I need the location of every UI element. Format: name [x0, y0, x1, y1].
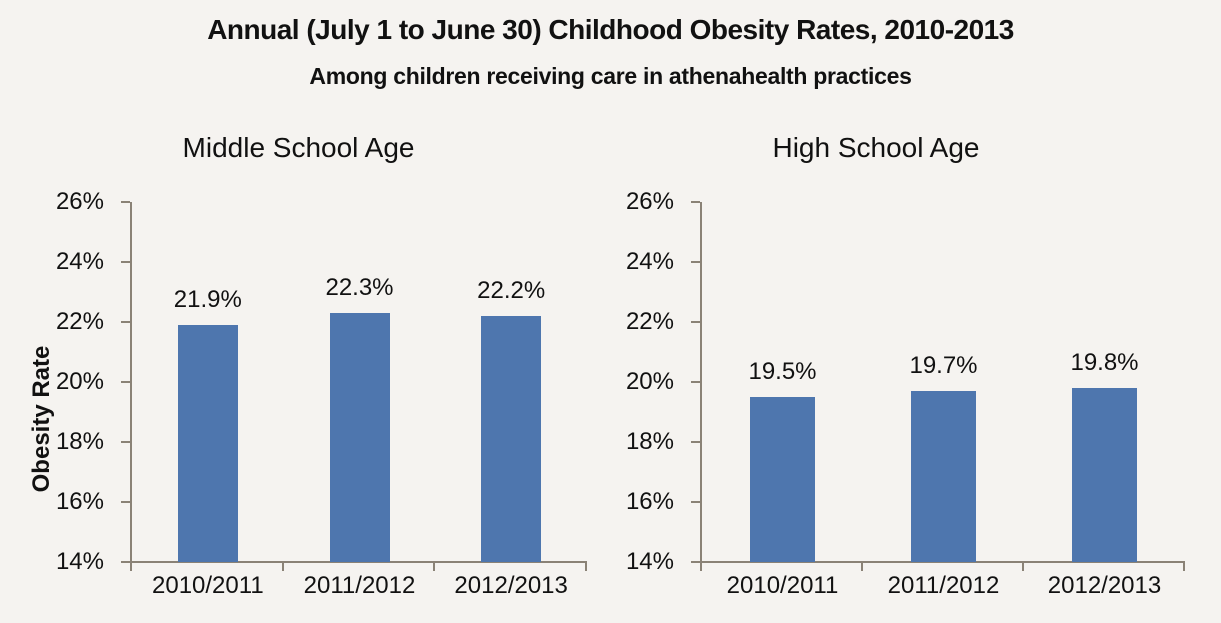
y-tick-label: 14% [55, 548, 104, 575]
y-tick-mark [121, 201, 130, 203]
middle-school-chart-title: Middle School Age [182, 132, 415, 163]
bar-value-label-2010-2011: 19.5% [748, 358, 817, 385]
y-tick-mark [121, 441, 130, 443]
y-axis-line [700, 202, 702, 562]
bar-2011-2012 [911, 391, 976, 562]
bar-value-label-2012-2013: 19.8% [1070, 349, 1139, 376]
y-tick-mark [691, 561, 700, 563]
x-category-label-2012-2013: 2012/2013 [1047, 572, 1162, 599]
y-tick-label: 14% [625, 548, 674, 575]
chart-subtitle: Among children receiving care in athenah… [309, 63, 912, 89]
y-tick-mark [691, 261, 700, 263]
y-tick-label: 20% [625, 368, 674, 395]
y-tick-label: 18% [625, 428, 674, 455]
y-tick-label: 22% [625, 308, 674, 335]
y-axis-line [130, 202, 132, 562]
y-tick-mark [121, 381, 130, 383]
bar-value-label-2010-2011: 21.9% [173, 286, 242, 313]
y-tick-label: 16% [55, 488, 104, 515]
y-tick-label: 22% [55, 308, 104, 335]
bar-value-label-2011-2012: 22.3% [325, 274, 394, 301]
y-tick-mark [691, 321, 700, 323]
chart-main-title: Annual (July 1 to June 30) Childhood Obe… [207, 14, 1014, 45]
bar-2010-2011 [750, 397, 815, 562]
bar-value-label-2011-2012: 19.7% [909, 352, 978, 379]
x-category-label-2011-2012: 2011/2012 [887, 572, 1000, 599]
x-tick-mark [585, 562, 587, 571]
x-axis-line [700, 561, 1185, 563]
y-tick-label: 24% [55, 248, 104, 275]
y-tick-label: 16% [625, 488, 674, 515]
x-axis-line [130, 561, 587, 563]
x-tick-mark [1183, 562, 1185, 571]
y-tick-mark [691, 441, 700, 443]
x-tick-mark [281, 562, 284, 571]
y-tick-mark [691, 501, 700, 503]
x-tick-mark [433, 562, 436, 571]
x-tick-mark [861, 562, 863, 571]
bar-2011-2012 [330, 313, 390, 562]
x-category-label-2010-2011: 2010/2011 [151, 572, 264, 599]
x-tick-mark [700, 562, 702, 571]
y-tick-label: 26% [625, 188, 674, 215]
bar-2012-2013 [1072, 388, 1137, 562]
bar-value-label-2012-2013: 22.2% [477, 277, 546, 304]
y-tick-label: 24% [625, 248, 674, 275]
bar-2012-2013 [481, 316, 541, 562]
y-tick-mark [691, 381, 700, 383]
y-tick-label: 20% [55, 368, 104, 395]
bar-2010-2011 [178, 325, 238, 562]
y-tick-mark [121, 561, 130, 563]
high-school-chart-title: High School Age [772, 132, 980, 163]
y-tick-mark [121, 501, 130, 503]
y-tick-label: 18% [55, 428, 104, 455]
x-category-label-2010-2011: 2010/2011 [726, 572, 839, 599]
x-tick-mark [130, 562, 132, 571]
y-tick-mark [691, 201, 700, 203]
x-tick-mark [1022, 562, 1024, 571]
y-tick-label: 26% [55, 188, 104, 215]
y-tick-mark [121, 261, 130, 263]
y-tick-mark [121, 321, 130, 323]
x-category-label-2011-2012: 2011/2012 [303, 572, 416, 599]
x-category-label-2012-2013: 2012/2013 [454, 572, 568, 599]
